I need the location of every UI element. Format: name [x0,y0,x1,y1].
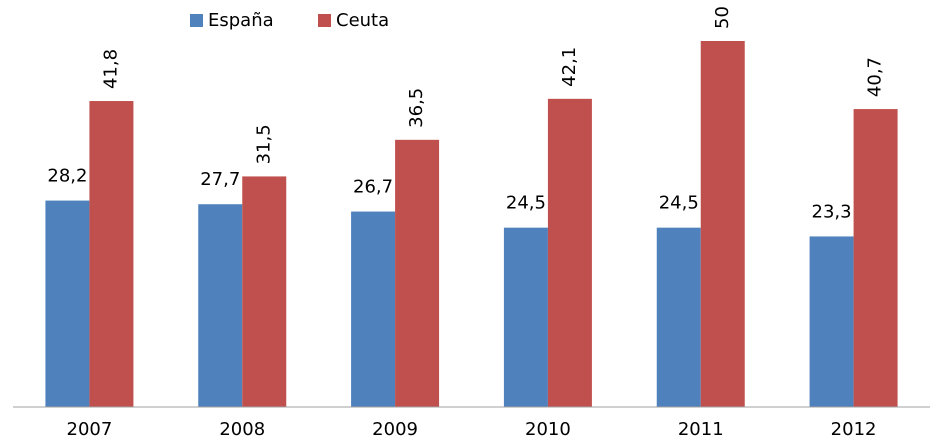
data-label: 24,5 [659,193,699,214]
legend-label: España [208,10,274,31]
x-tick-label: 2007 [67,419,113,440]
bar [656,227,701,407]
legend-label: Ceuta [336,10,389,31]
x-tick-label: 2010 [525,419,571,440]
data-label: 40,7 [865,57,886,97]
bar [89,101,134,408]
x-tick-label: 2012 [831,419,877,440]
data-label: 41,8 [100,49,121,89]
bar [809,236,854,407]
data-label: 31,5 [253,124,274,164]
bar [700,41,745,407]
x-tick-label: 2011 [678,419,724,440]
data-label: 42,1 [559,47,580,87]
data-label: 24,5 [506,193,546,214]
bar [242,176,287,407]
x-tick-label: 2008 [219,419,265,440]
data-label: 26,7 [353,177,393,198]
x-tick-label: 2009 [372,419,418,440]
data-label: 23,3 [812,201,852,222]
bar [547,98,592,407]
bar [395,139,440,407]
bar [503,227,548,407]
legend-swatch [318,14,331,27]
bar [351,211,396,407]
bar [45,200,90,407]
bar [198,204,243,407]
data-label: 28,2 [47,166,87,187]
data-label: 36,5 [406,88,427,128]
data-label: 50 [712,6,733,29]
legend-swatch [190,14,203,27]
bar [853,109,898,408]
data-label: 27,7 [200,169,240,190]
